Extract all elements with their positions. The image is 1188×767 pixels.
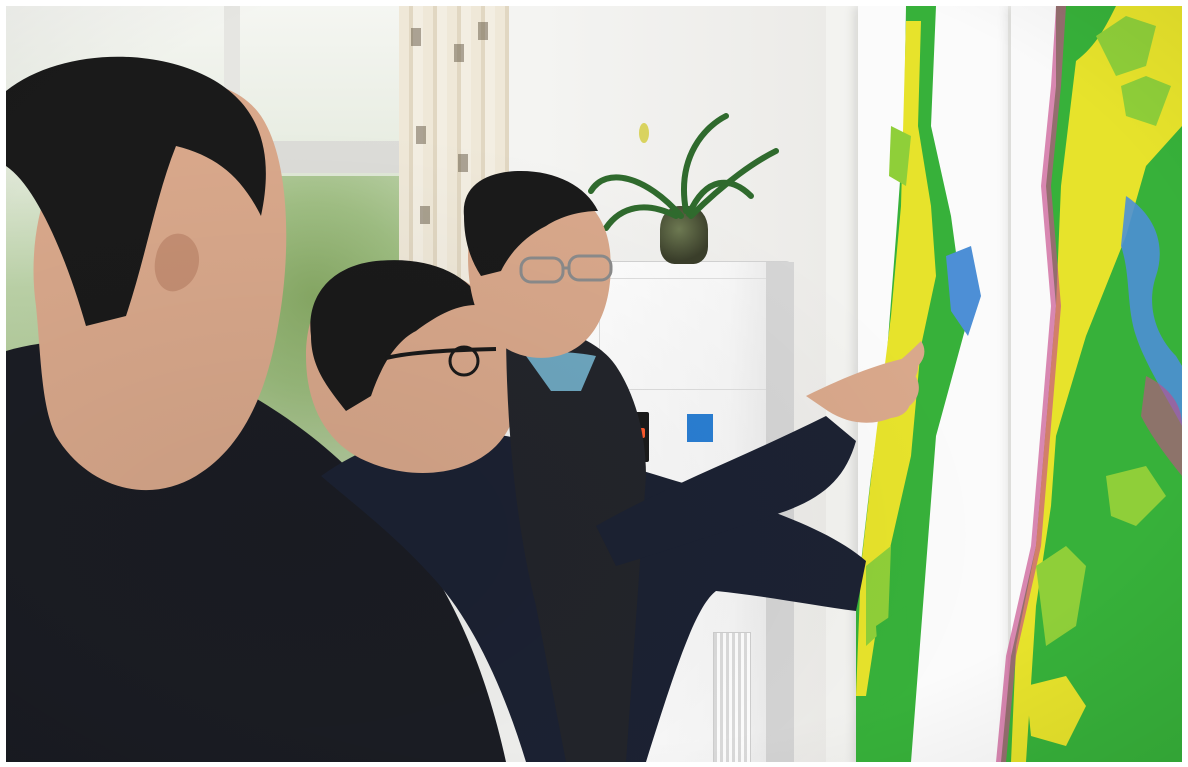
vignette — [6, 6, 1182, 762]
scene-illustration — [6, 6, 1182, 762]
photo-frame — [6, 6, 1182, 762]
ambient-shadow — [6, 6, 1182, 762]
